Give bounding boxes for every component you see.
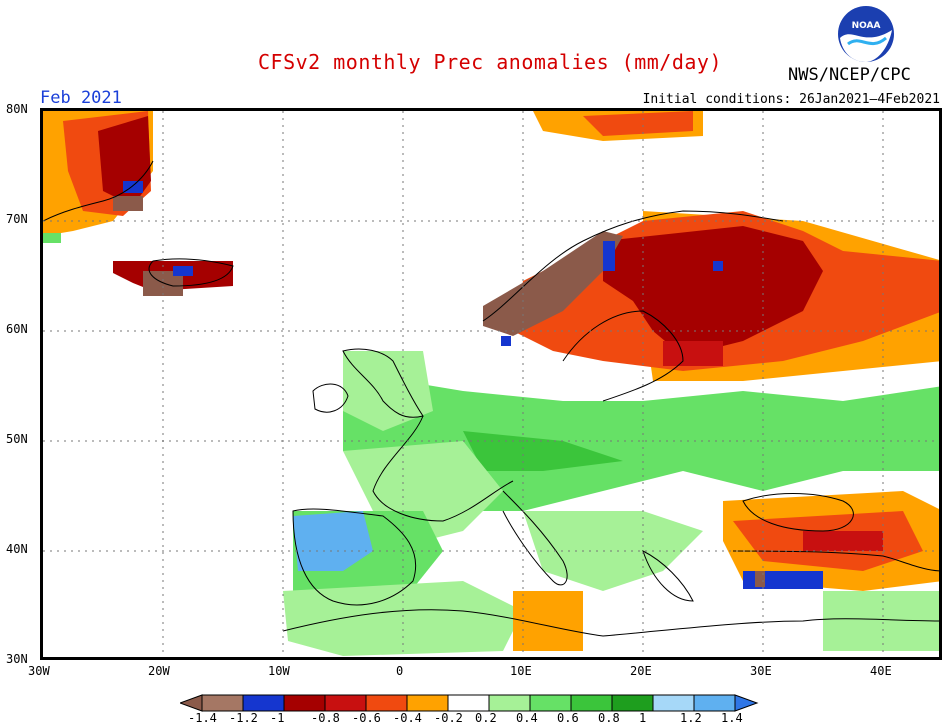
anomaly-fields	[43, 111, 939, 656]
legend-label: 1	[639, 711, 647, 725]
region-africa-green	[283, 581, 523, 656]
legend-swatch	[693, 694, 736, 712]
coast-norway	[482, 210, 784, 322]
region-svalbard-red	[583, 111, 693, 136]
region-baltic-red	[663, 341, 723, 366]
coast-ireland	[312, 383, 349, 413]
legend-swatch	[283, 694, 326, 712]
legend-label: -0.6	[352, 711, 381, 725]
chart-title: CFSv2 monthly Prec anomalies (mm/day)	[257, 50, 723, 74]
logo-text: NOAA	[852, 21, 881, 31]
region-turkey-darkred	[803, 531, 883, 551]
region-greenland-green	[43, 233, 61, 243]
legend-swatch	[201, 694, 244, 712]
lat-label-40n: 40N	[6, 542, 28, 556]
legend-swatch	[406, 694, 449, 712]
region-scandinavia-darkred	[603, 226, 823, 356]
legend-label: 0.2	[475, 711, 497, 725]
legend-swatch	[652, 694, 695, 712]
color-legend	[178, 693, 805, 713]
legend-label: -0.2	[434, 711, 463, 725]
lat-label-70n: 70N	[6, 212, 28, 226]
legend-arrow-low	[178, 694, 203, 712]
legend-swatch	[242, 694, 285, 712]
region-norway-blue-1	[603, 241, 615, 271]
coast-iceland	[148, 258, 234, 287]
coast-sweden-baltic	[562, 310, 684, 402]
coast-iberia	[292, 508, 417, 606]
legend-swatch	[611, 694, 654, 712]
region-greenland-brown	[113, 196, 143, 211]
coastlines	[43, 160, 939, 637]
lat-label-50n: 50N	[6, 432, 28, 446]
legend-swatch	[324, 694, 367, 712]
region-central-europe-dark	[463, 431, 623, 471]
legend-label: -1.2	[229, 711, 258, 725]
lon-label-20e: 20E	[630, 664, 652, 678]
legend-label: 0.6	[557, 711, 579, 725]
region-norway-blue-2	[501, 336, 511, 346]
legend-arrow-high	[734, 694, 759, 712]
region-iceland-blue	[173, 266, 193, 276]
legend-swatch	[365, 694, 408, 712]
legend-label: -1.4	[188, 711, 217, 725]
lon-label-40e: 40E	[870, 664, 892, 678]
region-uk-green	[343, 351, 433, 431]
coast-north-africa	[282, 609, 939, 637]
noaa-logo: NOAA	[836, 4, 896, 64]
agency-label: NWS/NCEP/CPC	[788, 65, 911, 85]
legend-label: 1.2	[680, 711, 702, 725]
coast-france	[372, 415, 514, 522]
valid-month: Feb 2021	[40, 88, 122, 108]
coast-black-sea	[742, 493, 854, 532]
anomaly-map	[40, 108, 942, 660]
lat-label-30n: 30N	[6, 652, 28, 666]
lat-label-60n: 60N	[6, 322, 28, 336]
region-scandinavia-brown	[483, 231, 623, 336]
coast-italy	[502, 490, 568, 586]
lon-label-10e: 10E	[510, 664, 532, 678]
legend-label: 1.4	[721, 711, 743, 725]
legend-swatch	[570, 694, 613, 712]
legend-label: 0.4	[516, 711, 538, 725]
coast-greenland	[43, 160, 154, 222]
legend-label: -0.8	[311, 711, 340, 725]
lon-label-20w: 20W	[148, 664, 170, 678]
map-canvas	[43, 111, 939, 657]
legend-swatch	[529, 694, 572, 712]
lat-label-80n: 80N	[6, 102, 28, 116]
region-finland-blue	[713, 261, 723, 271]
legend-label: 0.8	[598, 711, 620, 725]
lon-label-30w: 30W	[28, 664, 50, 678]
lon-label-30e: 30E	[750, 664, 772, 678]
legend-swatch	[488, 694, 531, 712]
legend-label: -0.4	[393, 711, 422, 725]
lon-label-0: 0	[396, 664, 404, 678]
region-iberia-blue	[293, 511, 373, 571]
legend-swatch	[447, 694, 490, 712]
coast-greece	[642, 550, 694, 602]
gridlines	[43, 111, 939, 657]
region-balkans-green	[523, 511, 703, 591]
lon-label-10w: 10W	[268, 664, 290, 678]
legend-label: -1	[270, 711, 285, 725]
region-libya-orange	[513, 591, 583, 651]
initial-conditions: Initial conditions: 26Jan2021–4Feb2021	[642, 92, 940, 107]
region-cyprus-brown	[755, 571, 765, 587]
